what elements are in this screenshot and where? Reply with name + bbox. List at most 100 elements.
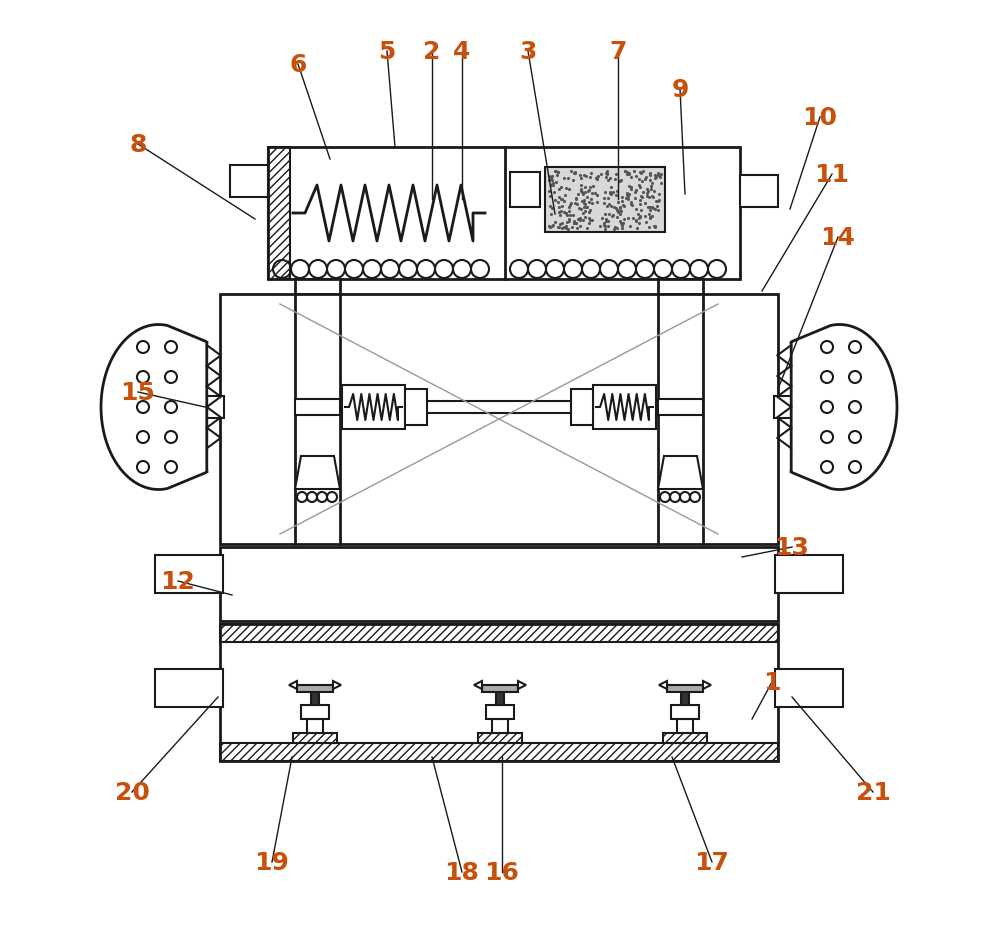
Point [644, 177, 660, 192]
Point [596, 217, 612, 232]
Bar [295, 280, 340, 295]
Point [568, 193, 584, 208]
Bar [230, 166, 268, 197]
Point [576, 169, 592, 184]
Point [561, 214, 577, 229]
Point [578, 170, 594, 184]
Point [566, 167, 582, 182]
Point [631, 172, 647, 187]
Point [554, 222, 570, 236]
Point [608, 168, 624, 183]
Point [575, 207, 591, 222]
Point [567, 167, 583, 182]
Bar [478, 733, 522, 743]
Bar [482, 685, 518, 692]
Bar [268, 147, 740, 280]
Point [550, 166, 566, 181]
Point [581, 205, 597, 220]
Point [597, 220, 613, 235]
Point [574, 194, 590, 209]
Polygon shape [101, 325, 207, 490]
Point [566, 216, 582, 231]
Point [607, 172, 623, 187]
Bar [545, 168, 665, 233]
Point [605, 208, 621, 222]
Point [551, 200, 567, 215]
Bar [775, 555, 843, 593]
Text: 12: 12 [161, 569, 195, 593]
Point [623, 180, 639, 195]
Point [573, 184, 589, 198]
Point [649, 199, 665, 214]
Point [590, 169, 606, 184]
Point [563, 197, 579, 211]
Point [633, 166, 649, 181]
Point [568, 191, 584, 206]
Point [573, 183, 589, 197]
Point [562, 198, 578, 213]
Bar [510, 172, 540, 208]
Point [600, 191, 616, 206]
Point [623, 197, 639, 212]
Point [607, 221, 623, 235]
Point [642, 210, 658, 224]
Point [577, 180, 593, 195]
Text: 14: 14 [821, 226, 855, 249]
Point [553, 193, 569, 208]
Point [568, 216, 584, 231]
Point [550, 195, 566, 210]
Point [556, 171, 572, 186]
Bar [293, 733, 337, 743]
Point [572, 213, 588, 228]
Point [580, 184, 596, 199]
Point [542, 189, 558, 204]
Point [588, 171, 604, 186]
Bar [658, 400, 703, 415]
Point [572, 211, 588, 226]
Point [553, 180, 569, 195]
Point [558, 206, 574, 221]
Point [572, 169, 588, 184]
Point [547, 215, 563, 230]
Bar [663, 733, 707, 743]
Point [641, 221, 657, 235]
Point [608, 188, 624, 203]
Bar [342, 386, 405, 429]
Point [615, 198, 631, 213]
Text: 2: 2 [423, 40, 441, 64]
Point [621, 188, 637, 203]
Point [624, 198, 640, 213]
Point [601, 197, 617, 212]
Bar [496, 690, 504, 705]
Text: 20: 20 [115, 781, 149, 804]
Point [632, 194, 648, 209]
Point [631, 179, 647, 194]
Point [642, 173, 658, 188]
Point [641, 190, 657, 205]
Point [584, 196, 600, 210]
Bar [301, 705, 329, 719]
Point [632, 210, 648, 224]
Point [642, 168, 658, 183]
Point [541, 184, 557, 199]
Point [642, 167, 658, 182]
Point [564, 220, 580, 235]
Point [629, 222, 645, 236]
Polygon shape [703, 681, 711, 690]
Point [639, 183, 655, 197]
Point [587, 186, 603, 201]
Point [579, 222, 595, 236]
Point [545, 176, 561, 191]
Point [628, 203, 644, 218]
Point [560, 171, 576, 185]
Point [611, 174, 627, 189]
Point [596, 191, 612, 206]
Point [589, 172, 605, 187]
Point [638, 216, 654, 231]
Point [577, 210, 593, 225]
Point [638, 171, 654, 185]
Point [567, 197, 583, 211]
Point [573, 171, 589, 185]
Point [558, 221, 574, 235]
Point [622, 219, 638, 234]
